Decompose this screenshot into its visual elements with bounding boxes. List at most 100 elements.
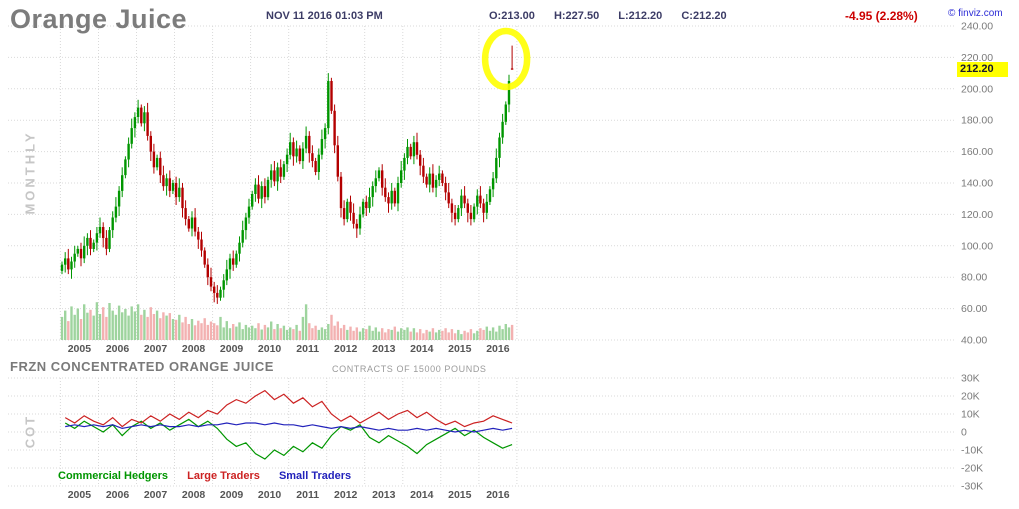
volume-bar bbox=[130, 306, 133, 340]
main-y-axis-label: 200.00 bbox=[961, 83, 993, 95]
cot-x-axis-label: 2008 bbox=[182, 489, 206, 501]
cot-x-axis-label: 2007 bbox=[144, 489, 168, 501]
volume-bar bbox=[384, 332, 387, 340]
candle-body bbox=[330, 81, 333, 111]
main-x-axis-label: 2011 bbox=[296, 343, 319, 355]
candle-body bbox=[479, 195, 482, 204]
volume-bar bbox=[422, 333, 425, 340]
volume-bar bbox=[501, 329, 504, 340]
volume-bar bbox=[406, 327, 409, 340]
candle-body bbox=[282, 164, 286, 177]
candle-body bbox=[98, 227, 102, 234]
candle-body bbox=[301, 148, 305, 162]
cot-axis-label: COT bbox=[22, 414, 38, 449]
volume-bar bbox=[295, 324, 298, 340]
highlight-ellipse bbox=[481, 27, 531, 91]
volume-bar bbox=[244, 324, 248, 340]
volume-bar bbox=[86, 312, 89, 340]
volume-bar bbox=[374, 327, 377, 340]
main-x-axis-label: 2007 bbox=[144, 343, 168, 355]
volume-bar bbox=[510, 324, 514, 340]
volume-bar bbox=[117, 305, 121, 340]
candle-body bbox=[273, 170, 276, 182]
volume-bar bbox=[361, 328, 365, 340]
volume-bar bbox=[431, 328, 435, 340]
cot-x-axis-label: 2006 bbox=[106, 489, 130, 501]
volume-bar bbox=[377, 331, 381, 340]
volume-bar bbox=[444, 328, 447, 340]
candle-body bbox=[213, 286, 216, 293]
main-x-axis-label: 2010 bbox=[258, 343, 282, 355]
candle-body bbox=[92, 242, 95, 249]
volume-bar bbox=[450, 329, 454, 340]
candle-body bbox=[117, 190, 121, 207]
candle-body bbox=[146, 112, 149, 136]
high-value: H:227.50 bbox=[553, 10, 600, 22]
volume-bar bbox=[393, 326, 396, 340]
candle-body bbox=[333, 110, 336, 146]
volume-bar bbox=[114, 314, 118, 340]
volume-bar bbox=[273, 329, 276, 340]
candle-body bbox=[460, 195, 463, 209]
volume-bar bbox=[60, 316, 64, 340]
cot-x-axis-label: 2013 bbox=[372, 489, 396, 501]
volume-bar bbox=[95, 302, 99, 340]
volume-bar bbox=[241, 329, 244, 340]
volume-bar bbox=[289, 327, 292, 340]
volume-bar bbox=[143, 309, 146, 340]
volume-bar bbox=[270, 321, 273, 340]
volume-bar bbox=[149, 307, 152, 340]
volume-bar bbox=[203, 318, 206, 340]
candle-body bbox=[438, 173, 441, 180]
candle-body bbox=[197, 231, 200, 240]
last-price-tag: 212.20 bbox=[957, 62, 1008, 77]
candle-body bbox=[507, 81, 511, 105]
volume-bar bbox=[228, 328, 232, 340]
volume-bar bbox=[146, 316, 149, 340]
candle-body bbox=[143, 112, 146, 124]
volume-bar bbox=[89, 309, 92, 340]
candle-body bbox=[289, 142, 292, 155]
volume-bar bbox=[371, 330, 374, 340]
volume-bar bbox=[111, 310, 114, 340]
candle-body bbox=[263, 186, 267, 198]
open-value: O:213.00 bbox=[489, 10, 535, 22]
candle-body bbox=[371, 186, 374, 198]
candle-body bbox=[86, 237, 89, 246]
candle-body bbox=[498, 137, 501, 158]
volume-bar bbox=[67, 321, 70, 340]
volume-bar bbox=[79, 319, 83, 340]
candle-body bbox=[174, 183, 178, 198]
volume-bar bbox=[333, 325, 336, 340]
volume-bar bbox=[425, 329, 428, 340]
ohlc-quote: O:213.00 H:227.50 L:212.20 C:212.20 bbox=[489, 10, 743, 22]
candle-body bbox=[434, 179, 438, 188]
candle-body bbox=[216, 292, 219, 298]
candle-body bbox=[70, 261, 73, 270]
candle-body bbox=[466, 203, 469, 213]
volume-bar bbox=[209, 321, 213, 340]
volume-bar bbox=[124, 308, 127, 340]
candle-body bbox=[463, 195, 466, 204]
cot-x-axis-label: 2011 bbox=[296, 489, 319, 501]
cot-panel-title: FRZN CONCENTRATED ORANGE JUICE bbox=[10, 359, 274, 374]
candle-body bbox=[121, 175, 124, 191]
volume-bar bbox=[466, 332, 469, 340]
candle-body bbox=[79, 248, 83, 259]
candle-body bbox=[393, 190, 396, 204]
volume-bar bbox=[447, 332, 450, 340]
candle-body bbox=[285, 154, 289, 165]
candle-body bbox=[149, 135, 152, 152]
candle-body bbox=[406, 146, 409, 158]
candle-body bbox=[495, 157, 498, 179]
candle-body bbox=[450, 203, 454, 213]
volume-bar bbox=[482, 329, 485, 340]
finviz-copyright-link[interactable]: © finviz.com bbox=[948, 8, 1003, 19]
volume-bar bbox=[308, 323, 311, 340]
volume-bar bbox=[152, 314, 156, 340]
candle-body bbox=[488, 189, 492, 202]
volume-bar bbox=[174, 319, 178, 340]
candle-body bbox=[203, 250, 206, 265]
candle-body bbox=[368, 197, 371, 209]
candle-body bbox=[168, 178, 171, 191]
